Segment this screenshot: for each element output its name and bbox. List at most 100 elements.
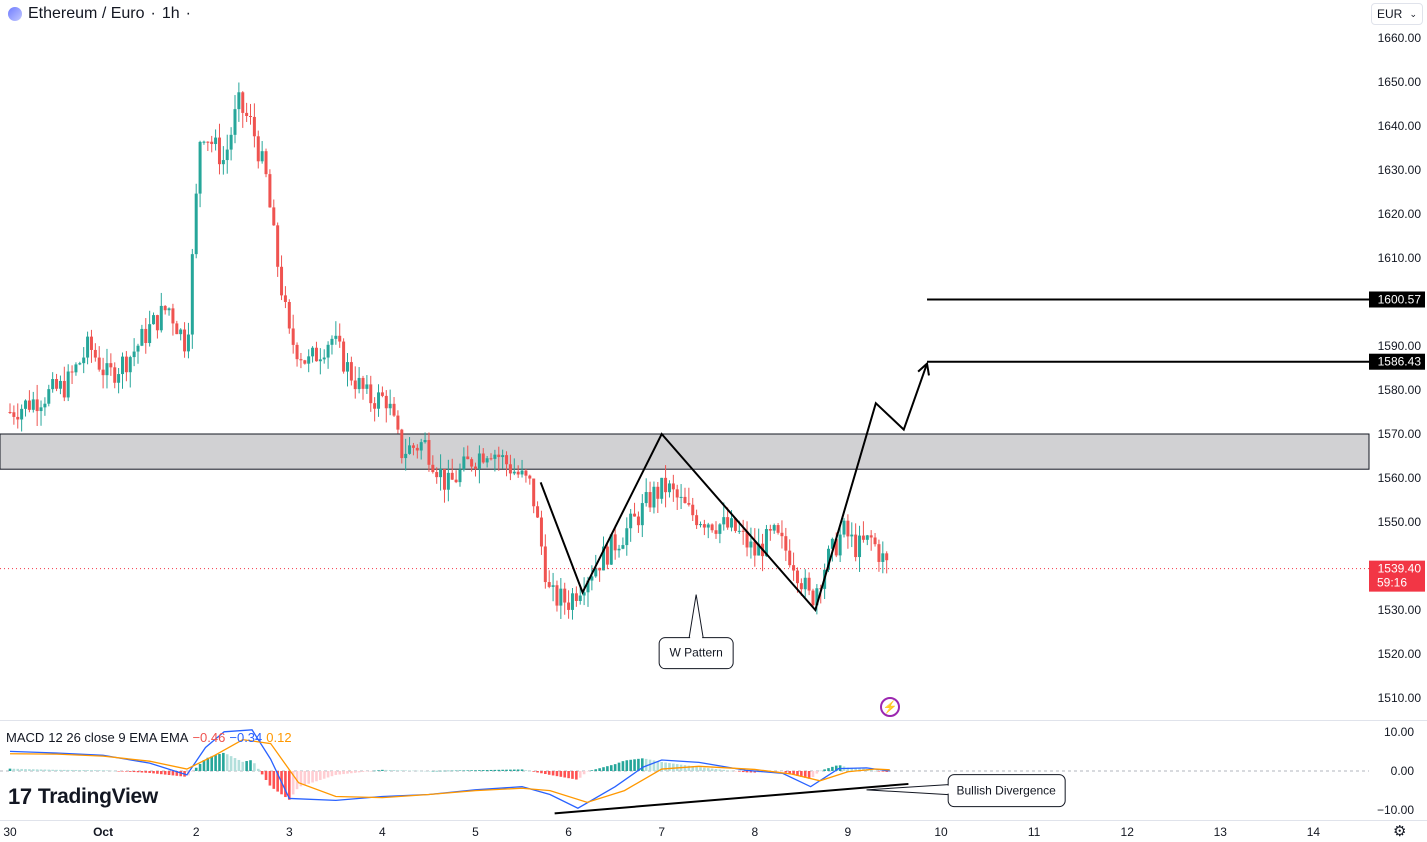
currency-selector[interactable]: EUR ⌄ [1371,3,1423,25]
macd-hist-bar [796,771,799,776]
candle-body [605,546,609,565]
macd-hist-bar [353,771,357,773]
macd-hist-bar [148,771,151,773]
macd-hist-bar [439,770,442,772]
candle-body [152,315,156,325]
lightning-icon[interactable]: ⚡ [880,697,900,717]
candle-body [551,585,555,587]
macd-hist-bar [412,770,415,772]
candle-body [648,492,652,508]
candle-body [144,328,148,344]
candle-body [710,524,714,531]
macd-hist-bar [706,768,710,771]
price-tick-label: 1640.00 [1378,119,1422,133]
candle-body [373,403,377,409]
price-tick-label: 1580.00 [1378,383,1422,397]
candle-body [858,535,862,558]
macd-legend[interactable]: MACD 12 26 close 9 EMA EMA −0.46 −0.34 0… [6,730,292,745]
macd-hist-bar [780,771,784,772]
candle-body [505,455,509,465]
macd-hist-bar [396,770,400,771]
candle-body [520,470,524,475]
macd-hist-bar [86,770,89,771]
macd-hist-bar [128,771,132,772]
gear-icon[interactable]: ⚙ [1393,823,1407,840]
candle-body [633,513,637,517]
macd-hist-bar [191,771,194,772]
candle-body [206,141,210,143]
candle-body [357,377,361,390]
macd-hist-bar [741,771,745,773]
candle-body [764,529,768,557]
macd-value: −0.46 [192,730,226,745]
candle-body [256,136,260,162]
candle-body [233,109,237,135]
macd-hist-bar [501,769,504,771]
candle-body [136,345,140,352]
macd-hist-bar [586,771,590,772]
candle-body [733,518,737,531]
macd-hist-bar [167,771,171,776]
macd-hist-bar [357,771,361,773]
candle-body [74,364,78,373]
candle-body [287,301,291,329]
candle-body [745,531,749,548]
macd-hist-bar [303,771,307,786]
macd-hist-bar [547,771,551,775]
last-price-tag [1369,560,1425,592]
macd-hist-bar [334,771,338,775]
candle-body [567,602,571,610]
macd-hist-bar [51,769,54,771]
candle-body [811,590,815,606]
candle-body [807,577,811,591]
macd-hist-bar [512,769,516,771]
level-tag-2 [1369,353,1425,370]
macd-hist-bar [609,765,613,771]
candle-body [702,524,706,528]
macd-hist-bar [249,760,252,771]
macd-hist-bar [35,769,39,771]
candle-body [563,588,567,603]
candle-body [718,524,722,534]
macd-hist-bar [520,769,524,771]
macd-hist-bar [590,770,594,771]
candle-body [384,395,388,409]
candle-body [477,453,481,469]
chart-header: Ethereum / Euro · 1h · [8,5,191,23]
macd-hist-bar [307,771,310,784]
candle-body [175,323,179,335]
candle-body [303,360,307,364]
macd-title: MACD [6,730,45,745]
time-tick-label: 13 [1214,825,1228,839]
candle-body [803,577,807,590]
macd-params: 12 26 close 9 EMA EMA [48,730,189,745]
macd-hist-bar [540,771,543,774]
candle-body [512,471,516,474]
candle-body [97,357,101,370]
candle-body [629,513,633,529]
macd-hist-bar [730,770,733,772]
macd-hist-bar [435,770,439,772]
candle-body [101,369,105,376]
symbol-name[interactable]: Ethereum / Euro [28,5,145,22]
candle-body [737,530,741,532]
candle-body [105,363,109,376]
macd-hist-bar [272,771,276,789]
macd-hist-bar [284,771,287,798]
candle-body [27,400,31,410]
candle-body [140,328,144,346]
candle-body [528,475,532,479]
candle-body [869,535,873,538]
candle-body [578,595,582,601]
macd-hist-bar [819,770,823,772]
candle-body [342,341,346,372]
macd-hist-bar [338,771,342,775]
interval-label[interactable]: 1h [161,5,180,22]
candle-body [539,517,543,547]
candle-body [524,470,528,476]
macd-hist-bar [20,768,23,771]
candle-body [202,141,206,143]
tradingview-branding[interactable]: 17 TradingView [8,784,158,810]
candle-body [272,207,276,226]
